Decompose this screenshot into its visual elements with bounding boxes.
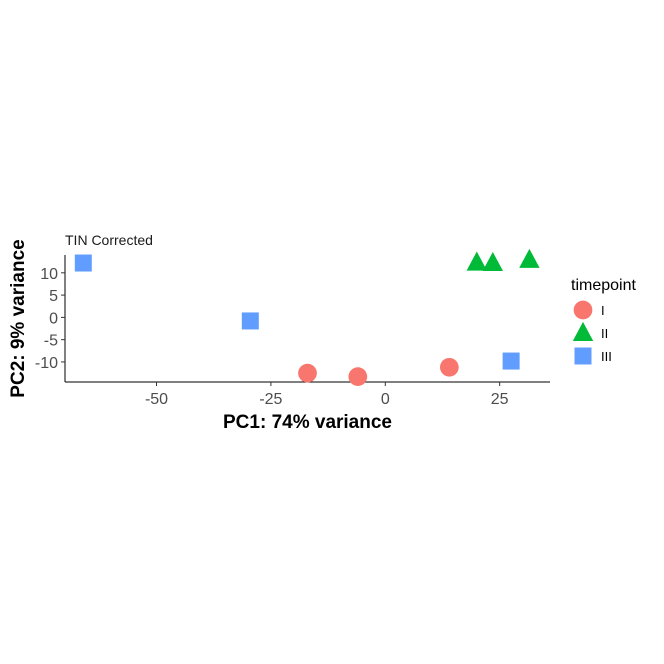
y-axis-title: PC2: 9% variance — [8, 239, 29, 397]
x-tick-label: 0 — [381, 391, 390, 408]
data-point-square — [74, 254, 92, 272]
legend-label: III — [601, 349, 612, 364]
data-point-square — [241, 312, 259, 330]
legend-key-triangle — [572, 321, 594, 342]
y-tick-label: 0 — [49, 310, 58, 327]
chart-title: TIN Corrected — [65, 232, 153, 248]
y-tick-label: 5 — [49, 288, 58, 305]
data-point-triangle — [519, 248, 540, 268]
x-tick-label: -25 — [259, 391, 282, 408]
data-point-triangle — [482, 251, 504, 272]
x-tick-label: -50 — [145, 391, 168, 408]
plot-area: -50 -25 0 25 10 5 0 -5 -10 — [35, 248, 550, 408]
data-point-square — [502, 352, 520, 370]
data-point-triangle — [466, 251, 487, 271]
y-tick-label: -10 — [35, 355, 58, 372]
y-tick-label: 10 — [40, 266, 58, 283]
legend-label: II — [601, 326, 608, 341]
legend-key-square — [574, 347, 592, 365]
legend-key-circle — [573, 300, 593, 320]
x-tick-label: 25 — [491, 391, 509, 408]
y-axis-ticks: 10 5 0 -5 -10 — [35, 266, 65, 372]
y-tick-label: -5 — [44, 333, 58, 350]
x-axis-title: PC1: 74% variance — [223, 412, 392, 433]
data-point-circle — [348, 367, 368, 387]
legend-title: timepoint — [571, 277, 636, 294]
legend-label: I — [601, 303, 605, 318]
data-points — [74, 248, 540, 387]
data-point-circle — [439, 357, 459, 377]
data-point-circle — [298, 363, 317, 383]
x-axis-ticks: -50 -25 0 25 — [145, 382, 509, 408]
